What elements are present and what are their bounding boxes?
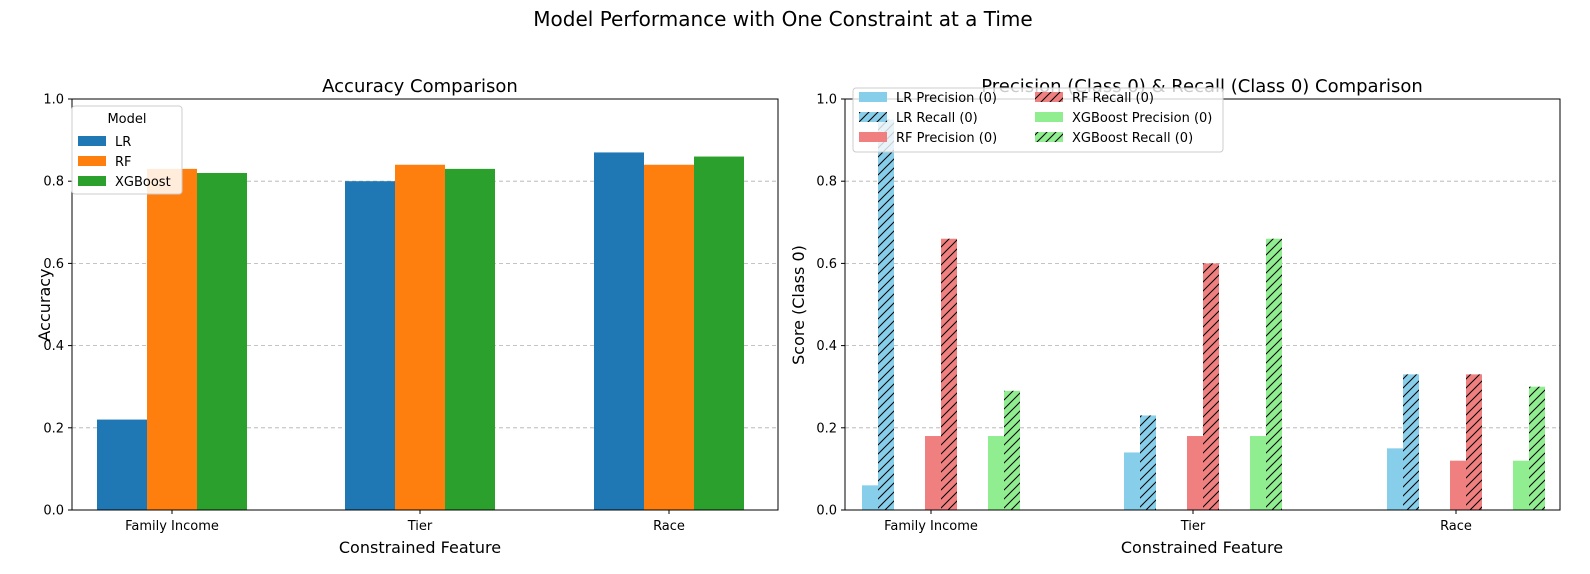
bar-xgboost-precision-0-tier [1250, 436, 1266, 510]
precision-recall-y-tick-label: 0.4 [816, 339, 837, 354]
bar-xgboost-race [694, 156, 744, 511]
bar-rf-recall-0-tier [1203, 263, 1219, 510]
bar-xgboost-recall-0-family-income [1004, 390, 1020, 510]
legend-swatch-lr-recall-0 [859, 112, 887, 122]
accuracy-y-tick-label: 1.0 [43, 93, 64, 108]
legend-label-rf: RF [115, 155, 132, 170]
legend-label-lr: LR [115, 135, 131, 150]
accuracy-y-tick-label: 0.6 [43, 257, 64, 272]
accuracy-chart-title: Accuracy Comparison [322, 76, 518, 97]
figure-title: Model Performance with One Constraint at… [533, 7, 1032, 31]
bar-rf-recall-0-family-income [941, 238, 957, 511]
accuracy-x-tick-label: Tier [407, 519, 433, 534]
bar-rf-family-income [147, 168, 197, 510]
accuracy-y-tick-label: 0.2 [43, 421, 64, 436]
legend-label-rf-precision-0: RF Precision (0) [896, 131, 997, 146]
accuracy-x-tick-label: Race [653, 519, 685, 534]
accuracy-y-tick-label: 0.0 [43, 504, 64, 519]
accuracy-x-tick-label: Family Income [125, 519, 219, 534]
bar-lr-recall-0-family-income [878, 119, 894, 511]
accuracy-axes-frame [71, 98, 779, 511]
bar-rf-precision-0-family-income [925, 436, 941, 510]
bar-xgboost-tier [445, 168, 495, 510]
bar-rf-tier [395, 164, 445, 510]
bar-lr-tier [345, 181, 395, 510]
legend-swatch-xgboost [78, 176, 106, 186]
precision-recall-y-tick-label: 0.8 [816, 175, 837, 190]
legend-title: Model [107, 112, 146, 127]
bar-xgboost-recall-0-tier [1266, 238, 1282, 511]
precision-recall-x-axis-label: Constrained Feature [1121, 538, 1283, 557]
precision-recall-y-tick-label: 0.6 [816, 257, 837, 272]
precision-recall-y-tick-label: 1.0 [816, 93, 837, 108]
bar-xgboost-precision-0-family-income [988, 436, 1004, 510]
accuracy-y-tick-label: 0.8 [43, 175, 64, 190]
accuracy-y-axis-label: Accuracy [35, 268, 54, 341]
precision-recall-y-tick-label: 0.2 [816, 421, 837, 436]
precision-recall-x-tick-label: Family Income [884, 519, 978, 534]
precision-recall-y-axis-label: Score (Class 0) [789, 245, 808, 365]
legend-swatch-xgboost-recall-0 [1035, 132, 1063, 142]
accuracy-y-tick-label: 0.4 [43, 339, 64, 354]
legend-label-xgboost: XGBoost [115, 175, 171, 190]
bar-xgboost-precision-0-race [1513, 460, 1529, 510]
bar-lr-precision-0-race [1387, 448, 1403, 510]
legend-swatch-rf [78, 156, 106, 166]
legend-label-xgboost-recall-0: XGBoost Recall (0) [1072, 131, 1193, 146]
legend-frame [71, 105, 183, 195]
legend-label-rf-recall-0: RF Recall (0) [1072, 91, 1154, 106]
legend-swatch-xgboost-precision-0 [1035, 112, 1063, 122]
legend-swatch-rf-recall-0 [1035, 92, 1063, 102]
precision-recall-chart: Precision (Class 0) & Recall (Class 0) C… [789, 76, 1561, 557]
legend-swatch-lr [78, 136, 106, 146]
legend-label-lr-recall-0: LR Recall (0) [896, 111, 978, 126]
bar-rf-recall-0-race [1466, 374, 1482, 510]
legend-label-xgboost-precision-0: XGBoost Precision (0) [1072, 111, 1212, 126]
accuracy-legend: Model LR RF XGBoost [71, 105, 183, 195]
legend-swatch-rf-precision-0 [859, 132, 887, 142]
bar-rf-race [644, 164, 694, 510]
bar-xgboost-family-income [197, 172, 247, 511]
bar-rf-precision-0-tier [1187, 436, 1203, 510]
bar-lr-recall-0-race [1403, 374, 1419, 510]
bar-xgboost-recall-0-race [1529, 386, 1545, 510]
bar-lr-precision-0-tier [1124, 452, 1140, 510]
bar-lr-precision-0-family-income [862, 485, 878, 510]
accuracy-x-axis-label: Constrained Feature [339, 538, 501, 557]
accuracy-chart: Accuracy Comparison Constrained Feature … [35, 76, 779, 557]
bar-lr-recall-0-tier [1140, 415, 1156, 510]
bar-lr-family-income [97, 419, 147, 510]
legend-swatch-lr-precision-0 [859, 92, 887, 102]
precision-recall-x-tick-label: Tier [1180, 519, 1206, 534]
precision-recall-x-tick-label: Race [1440, 519, 1472, 534]
legend-label-lr-precision-0: LR Precision (0) [896, 91, 997, 106]
bar-lr-race [594, 152, 644, 510]
precision-recall-legend: LR Precision (0) LR Recall (0) RF Precisio… [852, 87, 1224, 153]
bar-rf-precision-0-race [1450, 460, 1466, 510]
precision-recall-y-tick-label: 0.0 [816, 504, 837, 519]
